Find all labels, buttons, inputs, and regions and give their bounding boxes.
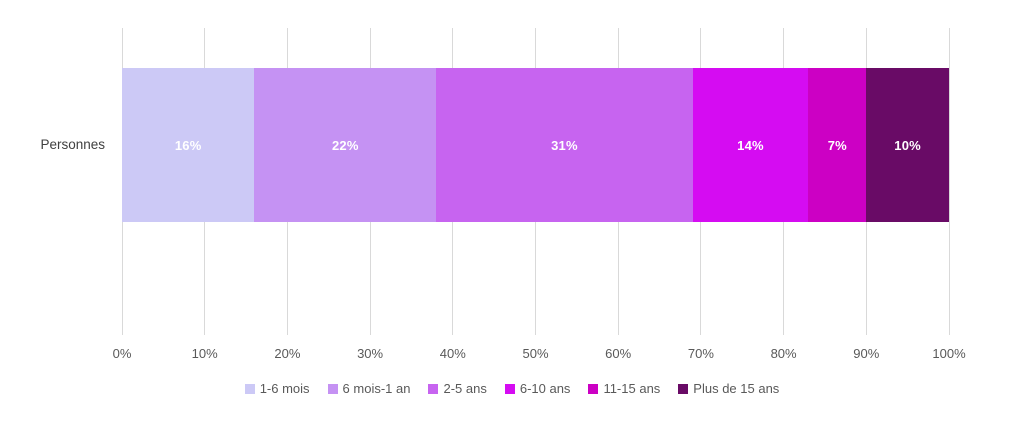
legend-item-plus-de-15-ans: Plus de 15 ans xyxy=(678,381,779,396)
x-axis-tick-label: 90% xyxy=(853,346,880,361)
x-axis-tick-label: 30% xyxy=(357,346,384,361)
legend-item-6-10-ans: 6-10 ans xyxy=(504,381,571,396)
legend-item-6-mois-1-an: 6 mois-1 an xyxy=(327,381,411,396)
bar-segment-1-6-mois: 16% xyxy=(122,68,255,222)
bar-segment-plus-de-15-ans: 10% xyxy=(866,68,949,222)
bar-segment-2-5-ans: 31% xyxy=(436,68,693,222)
legend-swatch-icon xyxy=(327,383,338,394)
legend-label: 6-10 ans xyxy=(519,381,571,396)
data-label: 10% xyxy=(894,137,921,153)
legend-swatch-icon xyxy=(244,383,255,394)
legend-swatch-icon xyxy=(428,383,439,394)
legend-item-1-6-mois: 1-6 mois xyxy=(244,381,310,396)
bar-segment-6-10-ans: 14% xyxy=(692,68,809,222)
legend-label: 6 mois-1 an xyxy=(342,381,411,396)
data-label: 31% xyxy=(551,137,578,153)
x-axis-tick-label: 20% xyxy=(274,346,301,361)
x-axis-tick-label: 70% xyxy=(687,346,714,361)
legend-swatch-icon xyxy=(678,383,689,394)
x-axis-tick-label: 100% xyxy=(932,346,966,361)
legend: 1-6 mois 6 mois-1 an 2-5 ans 6-10 ans 11-15 … xyxy=(0,381,1024,396)
stacked-bar: 16% 22% 31% 14% 7% 10% xyxy=(122,68,949,222)
legend-item-2-5-ans: 2-5 ans xyxy=(428,381,487,396)
bar-segment-11-15-ans: 7% xyxy=(808,68,867,222)
legend-swatch-icon xyxy=(588,383,599,394)
legend-label: 1-6 mois xyxy=(259,381,310,396)
x-axis-tick-label: 60% xyxy=(605,346,632,361)
x-axis-tick-label: 50% xyxy=(522,346,549,361)
x-axis-tick-label: 10% xyxy=(191,346,218,361)
x-axis-tick-label: 80% xyxy=(770,346,797,361)
data-label: 22% xyxy=(331,137,359,153)
bar-segment-6-mois-1-an: 22% xyxy=(254,68,437,222)
data-label: 7% xyxy=(827,137,847,153)
legend-swatch-icon xyxy=(504,383,515,394)
x-axis-tick-label: 0% xyxy=(112,346,132,361)
legend-label: 11-15 ans xyxy=(603,381,661,396)
data-label: 14% xyxy=(737,137,764,153)
legend-label: Plus de 15 ans xyxy=(693,381,780,396)
data-label: 16% xyxy=(174,137,202,153)
x-axis: 0% 10% 20% 30% 40% 50% 60% 70% 80% 90% 100% xyxy=(113,346,966,362)
x-axis-tick-label: 40% xyxy=(439,346,466,361)
gridline xyxy=(948,28,950,335)
category-axis-label: Personnes xyxy=(40,137,105,152)
legend-item-11-15-ans: 11-15 ans xyxy=(588,381,660,396)
legend-label: 2-5 ans xyxy=(443,381,487,396)
